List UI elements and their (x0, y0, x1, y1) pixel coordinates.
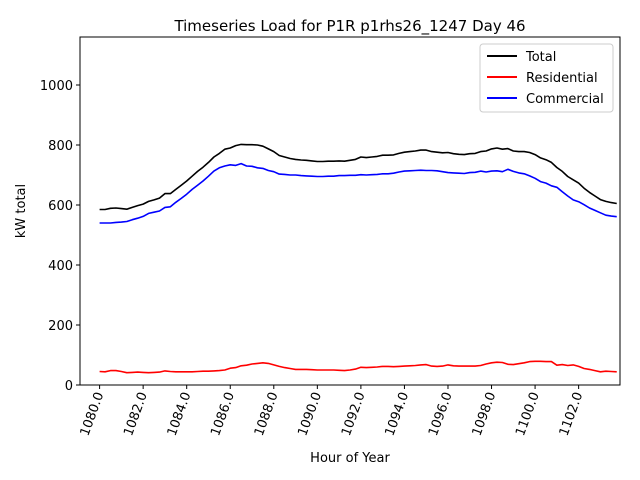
y-tick-label: 400 (48, 259, 73, 274)
plot-lines (99, 143, 617, 374)
y-axis-title: kW total (14, 184, 29, 238)
series-line-total (99, 143, 617, 211)
plot-frame (79, 36, 621, 386)
series-line-residential (99, 360, 617, 374)
legend: Total Residential Commercial (479, 43, 614, 113)
legend-box (479, 43, 614, 113)
legend-label-commercial: Commercial (526, 92, 604, 107)
chart-title: Timeseries Load for P1R p1rhs26_1247 Day… (173, 17, 525, 36)
y-tick-label: 200 (48, 319, 73, 334)
y-tick-label: 0 (65, 379, 73, 394)
y-tick-label: 600 (48, 199, 73, 214)
y-axis: 0 200 400 600 800 1000 (40, 79, 80, 394)
y-tick-label: 800 (48, 139, 73, 154)
legend-label-residential: Residential (526, 71, 598, 86)
series-line-commercial (99, 162, 617, 224)
y-tick-label: 1000 (40, 79, 73, 94)
legend-label-total: Total (525, 50, 556, 65)
x-axis-title: Hour of Year (310, 451, 390, 466)
